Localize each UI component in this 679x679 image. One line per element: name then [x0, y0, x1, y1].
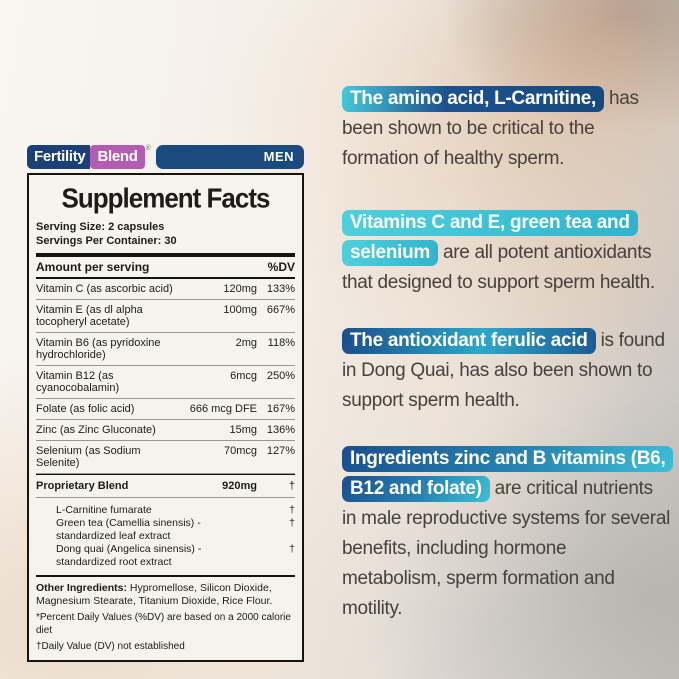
callout-block: The amino acid, L-Carnitine, has been sh… — [342, 84, 670, 174]
callout-text: is found in Dong Quai, has also been sho… — [342, 330, 665, 411]
blend-item-row: L-Carnitine fumarate † — [36, 504, 295, 517]
nutrient-dv: 127% — [266, 445, 295, 457]
callout-text: are all potent antioxidants that designe… — [342, 242, 655, 293]
blend-items: L-Carnitine fumarate † Green tea (Camellia… — [36, 498, 295, 573]
blend-item-name: L-Carnitine fumarate — [56, 504, 152, 516]
nutrient-name: Vitamin B12 (as cyanocobalamin) — [36, 370, 120, 394]
blend-item-row: Green tea (Camellia sinensis) - standard… — [36, 517, 295, 543]
nutrient-name: Vitamin E (as dl alpha tocopheryl acetat… — [36, 304, 143, 328]
nutrient-amount: 120mg — [223, 283, 257, 295]
facts-column-header: Amount per serving %DV — [36, 253, 295, 279]
dv-column-label: %DV — [267, 260, 295, 274]
other-ingredients-label: Other Ingredients: — [36, 582, 128, 594]
callout-text: are critical nutrients in male reproduct… — [342, 478, 671, 619]
nutrient-dv: 118% — [267, 337, 295, 349]
nutrient-row: Folate (as folic acid) 666 mcg DFE 167% — [36, 399, 295, 420]
callout-highlight: The antioxidant ferulic acid — [342, 328, 596, 354]
blend-item-dv: † — [289, 517, 295, 529]
nutrient-dv: 136% — [266, 424, 295, 436]
nutrient-row: Vitamin B12 (as cyanocobalamin) 6mcg 250% — [36, 366, 295, 399]
nutrient-name: Selenium (as Sodium Selenite) — [36, 445, 141, 469]
footnote-dagger: †Daily Value (DV) not established — [36, 641, 185, 652]
supplement-facts-panel: Supplement Facts Serving Size: 2 capsule… — [27, 173, 304, 662]
blend-item-name: Green tea (Camellia sinensis) - standard… — [56, 517, 201, 542]
variant-badge: MEN — [155, 145, 304, 169]
callout-text: has been shown to be critical to the for… — [342, 88, 639, 169]
nutrient-row: Vitamin E (as dl alpha tocopheryl acetat… — [36, 300, 295, 333]
footnote-dv: *Percent Daily Values (%DV) are based on… — [36, 612, 291, 636]
nutrient-amount: 15mg — [229, 424, 257, 436]
blend-item-name: Dong quai (Angelica sinensis) - standard… — [56, 543, 202, 568]
blend-name: Proprietary Blend — [36, 480, 129, 492]
other-ingredients-text: Hypromellose, Silicon Dioxide, Magnesium… — [36, 582, 273, 607]
blend-item-dv: † — [289, 504, 295, 516]
callout-block: Ingredients zinc and B vitamins (B6, B12… — [342, 444, 674, 624]
brand-name-blend: Blend — [90, 145, 145, 169]
nutrient-row: Vitamin B6 (as pyridoxine hydrochloride)… — [36, 333, 295, 366]
blend-item-row: Dong quai (Angelica sinensis) - standard… — [36, 543, 295, 569]
nutrient-amount: 100mg — [223, 304, 257, 316]
facts-rows: Vitamin C (as ascorbic acid) 120mg 133% Vit… — [36, 279, 295, 474]
blend-item-dv: † — [289, 543, 295, 555]
serving-size: Serving Size: 2 capsules — [36, 221, 165, 233]
brand-bar: Fertility Blend ® MEN — [27, 145, 304, 169]
nutrient-amount: 2mg — [235, 337, 257, 349]
supplement-label: Fertility Blend ® MEN Supplement Facts S… — [27, 145, 304, 662]
brand-logo: Fertility Blend ® — [27, 145, 151, 169]
nutrient-dv: 133% — [266, 283, 295, 295]
nutrient-row: Zinc (as Zinc Gluconate) 15mg 136% — [36, 420, 295, 441]
callout-highlight: The amino acid, L-Carnitine, — [342, 86, 605, 112]
blend-dv: † — [288, 480, 295, 492]
nutrient-dv: 167% — [266, 403, 295, 415]
facts-title: Supplement Facts — [61, 181, 271, 214]
nutrient-amount: 6mcg — [230, 370, 257, 382]
registered-mark: ® — [145, 145, 151, 152]
nutrient-amount: 666 mcg DFE — [189, 403, 257, 415]
amount-column-label: Amount per serving — [36, 260, 150, 274]
nutrient-row: Vitamin C (as ascorbic acid) 120mg 133% — [36, 279, 295, 300]
proprietary-blend-row: Proprietary Blend 920mg † — [36, 474, 295, 498]
nutrient-dv: 667% — [266, 304, 295, 316]
nutrient-name: Zinc (as Zinc Gluconate) — [36, 424, 156, 436]
nutrient-name: Vitamin B6 (as pyridoxine hydrochloride) — [36, 337, 161, 361]
nutrient-row: Selenium (as Sodium Selenite) 70mcg 127% — [36, 441, 295, 474]
nutrient-name: Folate (as folic acid) — [36, 403, 135, 415]
callout-block: Vitamins C and E, green tea and selenium… — [342, 208, 670, 298]
nutrient-dv: 250% — [266, 370, 295, 382]
nutrient-amount: 70mcg — [223, 445, 257, 457]
callout-block: The antioxidant ferulic acid is found in… — [342, 326, 670, 416]
other-ingredients: Other Ingredients: Hypromellose, Silicon… — [36, 575, 295, 608]
nutrient-name: Vitamin C (as ascorbic acid) — [36, 283, 173, 295]
brand-name-fertility: Fertility — [27, 145, 91, 169]
blend-amount: 920mg — [222, 480, 257, 492]
servings-per-container: Servings Per Container: 30 — [36, 235, 177, 247]
